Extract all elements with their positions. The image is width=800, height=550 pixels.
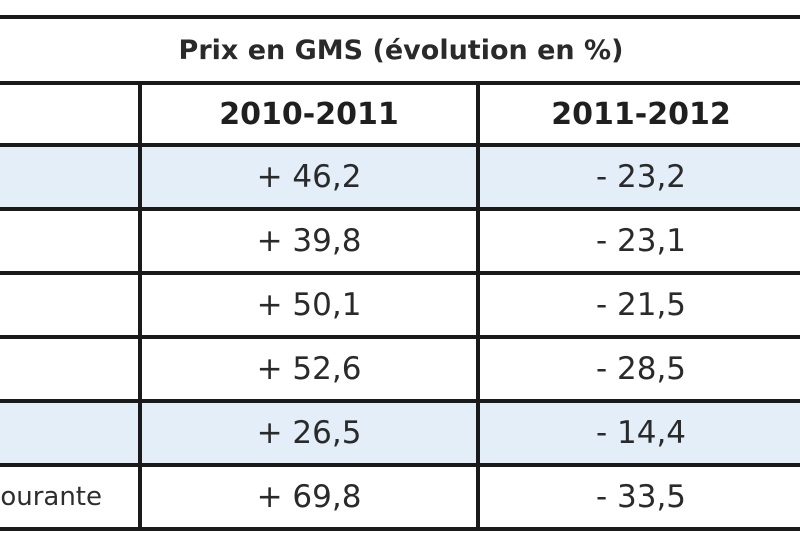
row-label — [0, 399, 142, 467]
column-header-2010-2011: 2010-2011 — [138, 81, 480, 147]
table-row: + 52,6 - 28,5 — [0, 335, 800, 403]
table-row: ourante + 69,8 - 33,5 — [0, 463, 800, 531]
table-row: + 39,8 - 23,1 — [0, 207, 800, 275]
price-evolution-table: Prix en GMS (évolution en %) 2010-2011 2… — [0, 15, 800, 531]
value-2011-2012: - 28,5 — [476, 335, 800, 403]
value-2011-2012: - 21,5 — [476, 271, 800, 339]
table-row: + 46,2 - 23,2 — [0, 143, 800, 211]
price-evolution-table-container: Prix en GMS (évolution en %) 2010-2011 2… — [0, 15, 800, 531]
value-2011-2012: - 23,2 — [476, 143, 800, 211]
table-row: + 50,1 - 21,5 — [0, 271, 800, 339]
value-2011-2012: - 33,5 — [476, 463, 800, 531]
table-row: + 26,5 - 14,4 — [0, 399, 800, 467]
row-label — [0, 143, 142, 211]
column-header-label — [0, 81, 142, 147]
value-2010-2011: + 26,5 — [138, 399, 480, 467]
table-title-row: Prix en GMS (évolution en %) — [0, 15, 800, 85]
table-title: Prix en GMS (évolution en %) — [0, 15, 800, 85]
value-2010-2011: + 69,8 — [138, 463, 480, 531]
column-header-2011-2012: 2011-2012 — [476, 81, 800, 147]
value-2010-2011: + 52,6 — [138, 335, 480, 403]
value-2011-2012: - 14,4 — [476, 399, 800, 467]
table-header-row: 2010-2011 2011-2012 — [0, 81, 800, 147]
value-2011-2012: - 23,1 — [476, 207, 800, 275]
row-label — [0, 207, 142, 275]
value-2010-2011: + 50,1 — [138, 271, 480, 339]
value-2010-2011: + 39,8 — [138, 207, 480, 275]
row-label — [0, 335, 142, 403]
row-label — [0, 271, 142, 339]
value-2010-2011: + 46,2 — [138, 143, 480, 211]
row-label: ourante — [0, 463, 142, 531]
